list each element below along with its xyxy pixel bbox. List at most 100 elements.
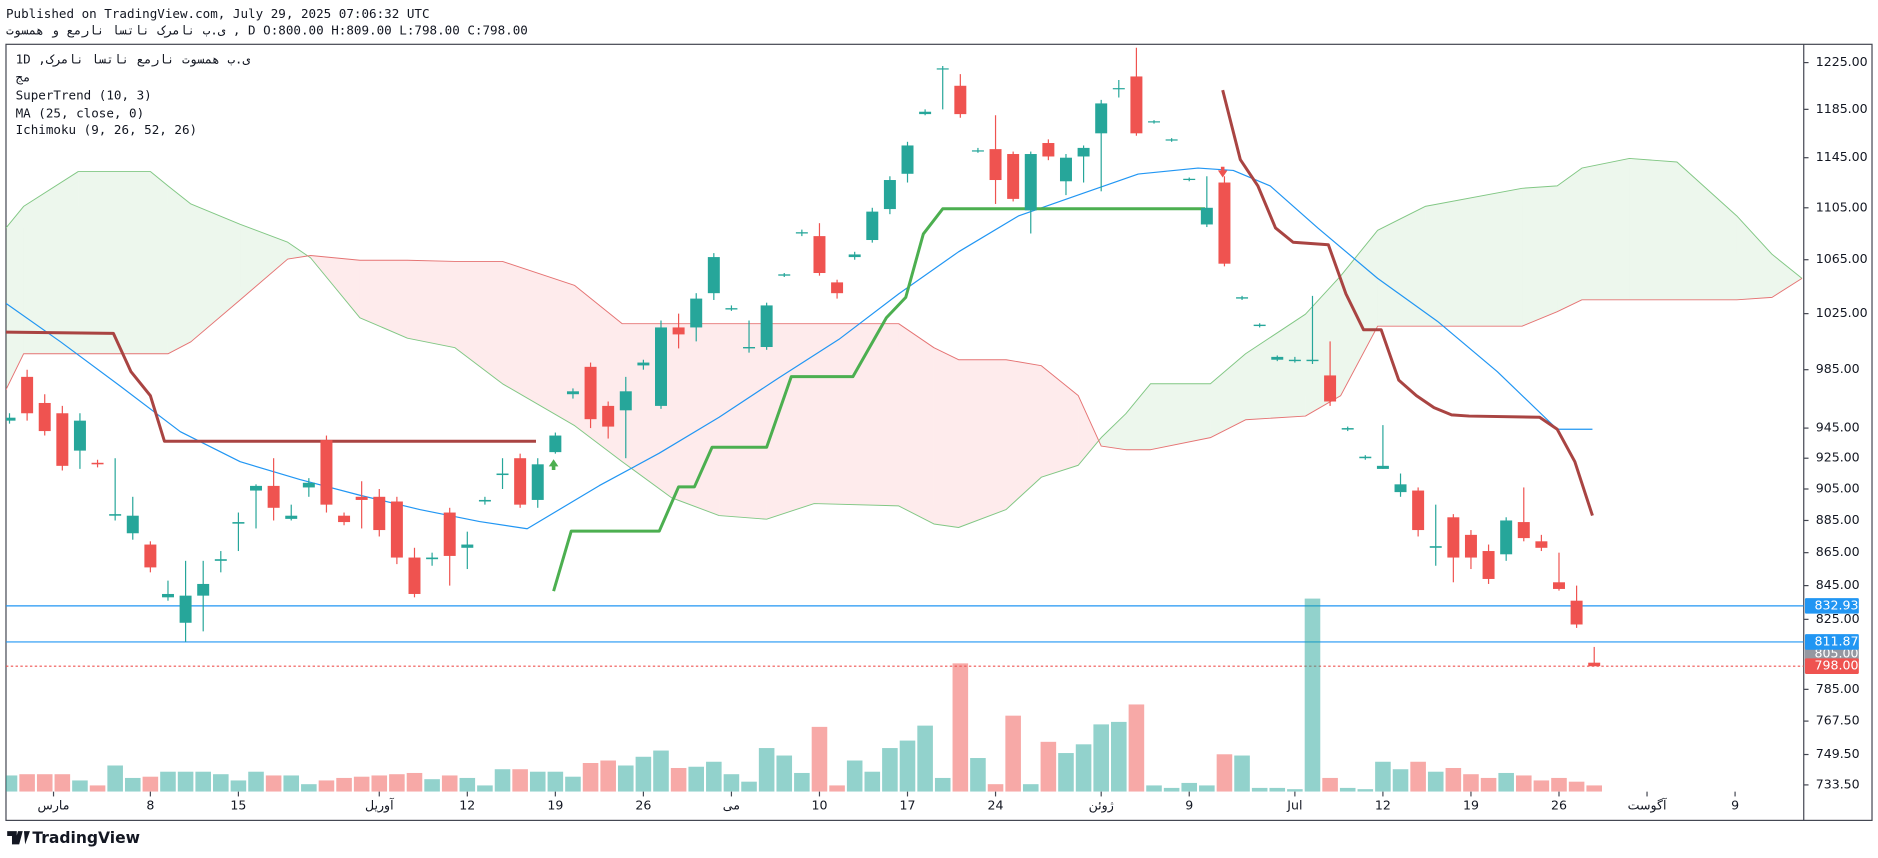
y-tick-label: 733.50 bbox=[1816, 776, 1860, 791]
cloud bbox=[933, 347, 959, 528]
candle-body bbox=[73, 420, 86, 451]
volume-bar bbox=[107, 765, 123, 792]
x-tick-label: می bbox=[723, 798, 740, 813]
cloud bbox=[1522, 185, 1558, 327]
x-tick-label: 8 bbox=[146, 798, 154, 813]
y-tick-label: 1225.00 bbox=[1816, 54, 1868, 69]
y-tick-label: 1105.00 bbox=[1816, 199, 1868, 214]
cloud bbox=[671, 323, 720, 516]
cloud bbox=[5, 206, 24, 390]
x-tick-label: 26 bbox=[1551, 798, 1567, 813]
chart-frame bbox=[5, 43, 1873, 821]
price-label-box bbox=[1804, 634, 1859, 650]
candle-body bbox=[144, 544, 157, 568]
volume-bar bbox=[1533, 780, 1550, 792]
y-tick-label: 865.00 bbox=[1816, 544, 1860, 559]
candle-body bbox=[866, 211, 879, 241]
candle-body bbox=[1464, 534, 1477, 558]
volume-bar bbox=[846, 760, 863, 792]
x-tick-label: 15 bbox=[230, 798, 246, 813]
volume-bar bbox=[406, 772, 423, 792]
volume-bar bbox=[1040, 741, 1057, 792]
candle-body bbox=[549, 435, 562, 453]
x-tick-label: Jul bbox=[1286, 798, 1302, 813]
candle-body bbox=[1447, 517, 1460, 558]
candle-body bbox=[126, 515, 139, 534]
volume-bar bbox=[195, 771, 211, 792]
candle-body bbox=[1588, 662, 1601, 667]
x-tick-label: آوریل bbox=[365, 798, 394, 814]
volume-bar bbox=[1480, 777, 1497, 792]
volume-bar bbox=[1216, 754, 1233, 792]
candle-body bbox=[1236, 297, 1249, 299]
y-tick-label: 945.00 bbox=[1816, 420, 1860, 435]
candle-body bbox=[1570, 600, 1583, 625]
volume-bar bbox=[1093, 724, 1109, 792]
candle-body bbox=[1112, 88, 1125, 90]
candle-body bbox=[21, 376, 34, 414]
volume-bar bbox=[283, 775, 300, 792]
volume-bar bbox=[794, 772, 810, 792]
volume-bar bbox=[1322, 777, 1338, 792]
volume-bar bbox=[512, 769, 528, 792]
volume-bar bbox=[1515, 775, 1532, 792]
candle-body bbox=[778, 274, 791, 276]
candle-body bbox=[91, 462, 104, 465]
volume-bar bbox=[1427, 771, 1444, 792]
candle-body bbox=[1482, 551, 1495, 579]
volume-bar bbox=[917, 725, 933, 792]
x-tick-label: 24 bbox=[988, 798, 1004, 813]
plot-area bbox=[5, 47, 1804, 792]
x-tick-label: 19 bbox=[1463, 798, 1479, 813]
cloud bbox=[1557, 168, 1582, 312]
y-tick-label: 1065.00 bbox=[1816, 251, 1868, 266]
candle-body bbox=[320, 440, 333, 505]
cloud bbox=[1101, 413, 1126, 450]
candle-body bbox=[954, 85, 967, 115]
price-label: 832.93 bbox=[1815, 597, 1859, 612]
candle-body bbox=[1412, 490, 1425, 531]
volume-bar bbox=[934, 777, 951, 792]
cloud bbox=[1078, 395, 1099, 466]
cloud bbox=[167, 185, 191, 354]
y-tick-label: 1025.00 bbox=[1816, 305, 1868, 320]
candle-body bbox=[831, 282, 844, 294]
cloud bbox=[719, 323, 767, 520]
candle-body bbox=[531, 464, 544, 500]
cloud bbox=[766, 323, 815, 520]
cloud bbox=[407, 260, 455, 348]
candle-body bbox=[901, 145, 914, 174]
cloud bbox=[1377, 206, 1426, 327]
volume-bar bbox=[1111, 721, 1127, 792]
volume-bar bbox=[1392, 769, 1409, 792]
volume-bar bbox=[811, 726, 828, 792]
candle-body bbox=[1059, 157, 1072, 182]
candle-body bbox=[1165, 139, 1178, 141]
candle-body bbox=[1535, 541, 1548, 548]
volume-bar bbox=[142, 776, 159, 792]
volume-bar bbox=[1075, 744, 1092, 792]
candle-body bbox=[390, 501, 403, 558]
candle-body bbox=[1077, 147, 1090, 157]
candle-body bbox=[848, 254, 861, 258]
volume-bar bbox=[758, 748, 775, 792]
cloud bbox=[78, 171, 151, 354]
volume-bar bbox=[1375, 761, 1391, 792]
candle-body bbox=[1183, 178, 1196, 181]
cloud bbox=[23, 171, 79, 354]
candle-body bbox=[1148, 121, 1161, 123]
y-tick-label: 749.50 bbox=[1816, 746, 1860, 761]
cloud bbox=[1736, 215, 1773, 300]
y-tick-label: 885.00 bbox=[1816, 512, 1860, 527]
signal-arrow bbox=[1217, 166, 1228, 178]
y-tick-label: 905.00 bbox=[1816, 480, 1860, 495]
candle-body bbox=[813, 236, 826, 274]
x-tick-label: آگوست bbox=[1628, 798, 1667, 814]
volume-bar bbox=[477, 785, 493, 792]
volume-bar bbox=[124, 777, 141, 792]
volume-bar bbox=[89, 785, 106, 792]
candle-body bbox=[1218, 182, 1231, 264]
cloud bbox=[1041, 365, 1079, 478]
volume-bar bbox=[248, 771, 264, 792]
